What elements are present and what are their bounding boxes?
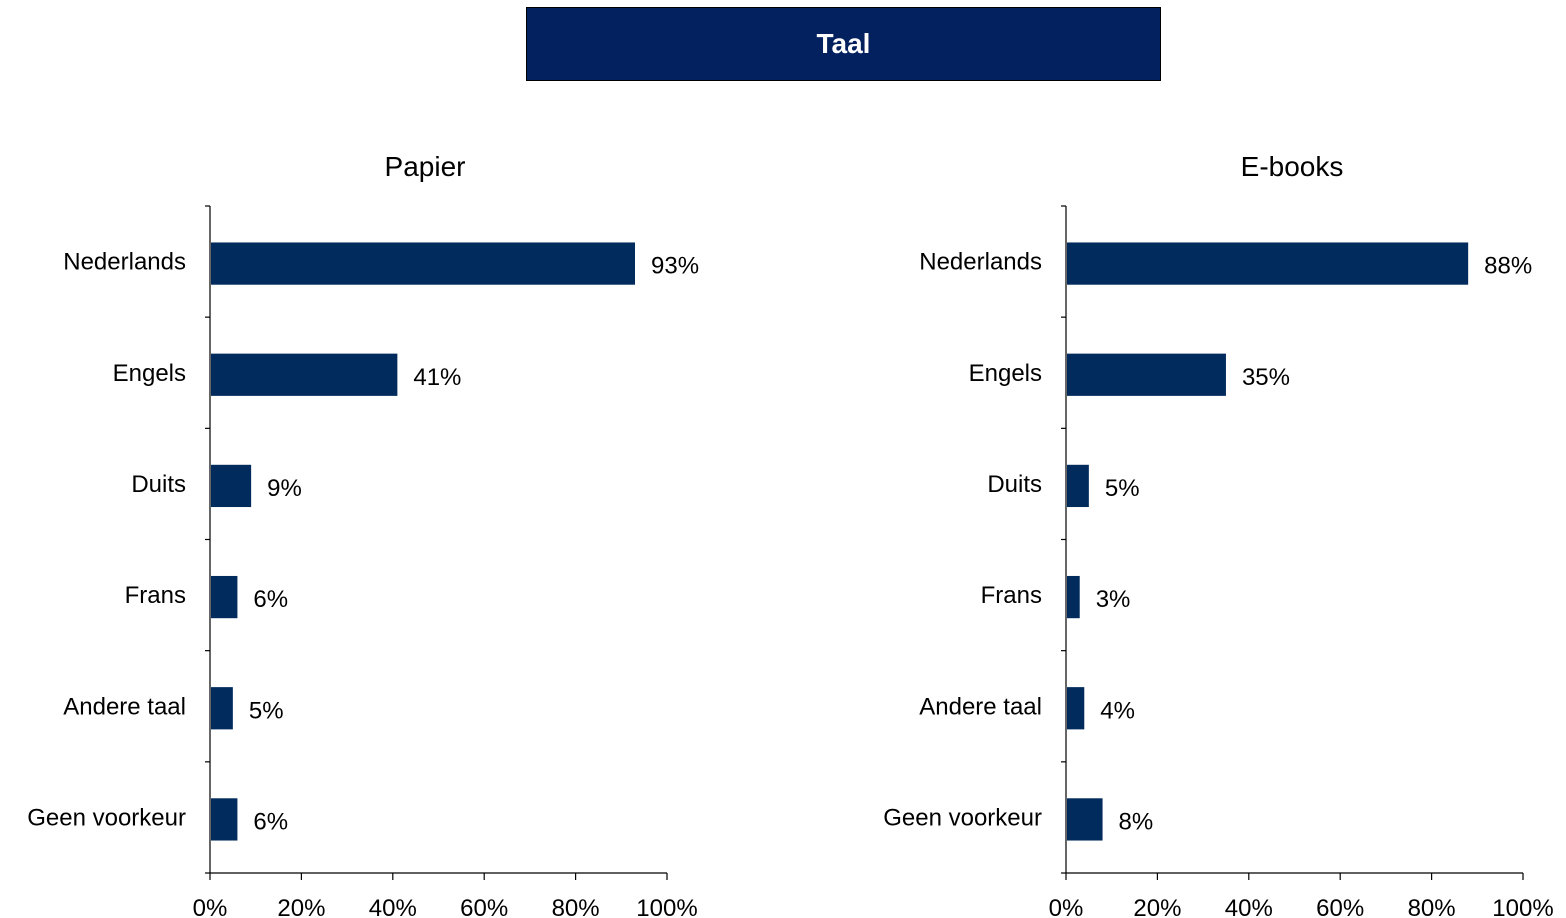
category-label: Geen voorkeur bbox=[883, 804, 1042, 831]
bar bbox=[1067, 242, 1469, 285]
category-label: Engels bbox=[113, 360, 186, 387]
data-label: 9% bbox=[267, 475, 302, 502]
x-tick-label: 0% bbox=[1049, 895, 1084, 918]
category-label: Frans bbox=[981, 582, 1042, 609]
bar bbox=[211, 687, 233, 730]
header-title: Taal bbox=[526, 7, 1161, 81]
x-tick-label: 60% bbox=[1316, 895, 1364, 918]
category-label: Duits bbox=[131, 471, 186, 498]
chart-title: E-books bbox=[1241, 151, 1344, 182]
bar bbox=[211, 798, 238, 841]
bar bbox=[1067, 575, 1080, 619]
bar bbox=[211, 242, 636, 285]
x-tick-label: 80% bbox=[552, 895, 600, 918]
bar bbox=[1067, 353, 1226, 396]
data-label: 93% bbox=[651, 253, 699, 280]
bar bbox=[1067, 798, 1103, 841]
data-label: 4% bbox=[1100, 697, 1135, 724]
data-label: 5% bbox=[1105, 475, 1140, 502]
category-label: Andere taal bbox=[63, 693, 186, 720]
x-tick-label: 60% bbox=[460, 895, 508, 918]
data-label: 8% bbox=[1119, 808, 1154, 835]
category-label: Geen voorkeur bbox=[27, 804, 186, 831]
bar bbox=[1067, 464, 1089, 508]
x-tick-label: 40% bbox=[369, 895, 417, 918]
x-tick-label: 100% bbox=[1492, 895, 1553, 918]
category-label: Duits bbox=[987, 471, 1042, 498]
category-label: Nederlands bbox=[63, 249, 186, 276]
data-label: 5% bbox=[249, 697, 284, 724]
data-label: 35% bbox=[1242, 364, 1290, 391]
bar bbox=[211, 575, 238, 619]
bar bbox=[211, 353, 398, 396]
bar bbox=[211, 464, 252, 508]
chart-title: Papier bbox=[385, 151, 466, 182]
category-label: Engels bbox=[969, 360, 1042, 387]
x-tick-label: 20% bbox=[1133, 895, 1181, 918]
x-tick-label: 20% bbox=[277, 895, 325, 918]
x-tick-label: 80% bbox=[1408, 895, 1456, 918]
category-label: Nederlands bbox=[919, 249, 1042, 276]
data-label: 6% bbox=[253, 808, 288, 835]
x-tick-label: 40% bbox=[1225, 895, 1273, 918]
data-label: 3% bbox=[1096, 586, 1131, 613]
data-label: 6% bbox=[253, 586, 288, 613]
bar bbox=[1067, 687, 1085, 730]
x-tick-label: 0% bbox=[193, 895, 228, 918]
category-label: Andere taal bbox=[919, 693, 1042, 720]
x-tick-label: 100% bbox=[636, 895, 697, 918]
data-label: 41% bbox=[413, 364, 461, 391]
data-label: 88% bbox=[1484, 253, 1532, 280]
category-label: Frans bbox=[125, 582, 186, 609]
